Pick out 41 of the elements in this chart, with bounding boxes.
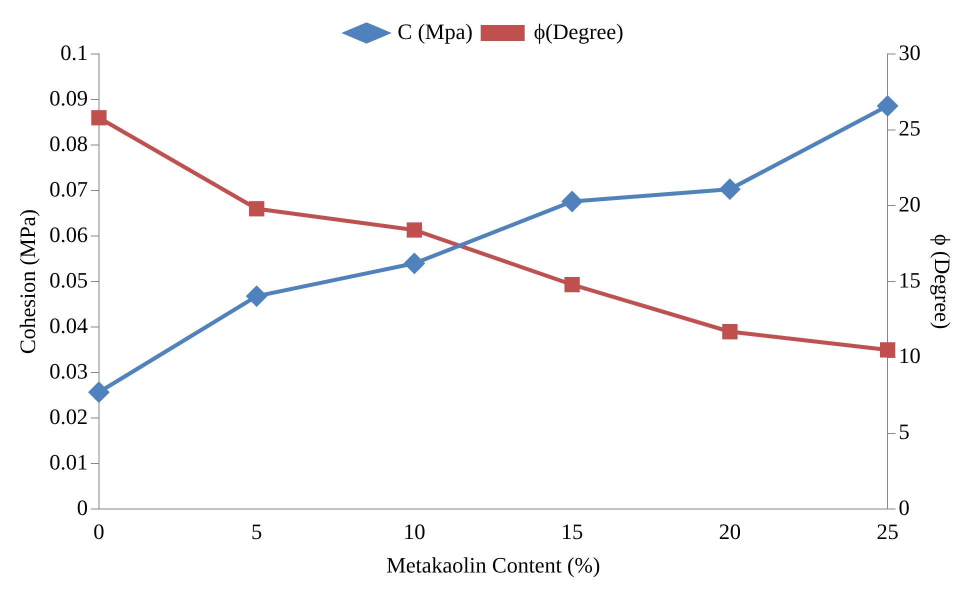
point bbox=[406, 222, 422, 238]
point bbox=[88, 382, 109, 402]
y-tick-label: 0.03 bbox=[49, 358, 88, 384]
y-tick-label: 0.1 bbox=[60, 40, 88, 65]
y-tick-label: 0.01 bbox=[49, 449, 88, 474]
point bbox=[564, 276, 580, 292]
y2-tick-label: 15 bbox=[898, 267, 921, 292]
point bbox=[880, 342, 896, 358]
x-tick-label: 15 bbox=[561, 519, 584, 544]
y2-axis-title: ϕ (Degree) bbox=[930, 234, 956, 330]
point bbox=[246, 286, 267, 306]
y-tick-label: 0.05 bbox=[49, 267, 88, 292]
point bbox=[878, 96, 898, 116]
point bbox=[248, 201, 264, 216]
y-tick-label: 0.07 bbox=[49, 176, 88, 202]
y2-tick-label: 30 bbox=[898, 40, 921, 65]
y-tick-label: 0 bbox=[76, 494, 88, 520]
x-tick-label: 5 bbox=[251, 519, 262, 544]
y-tick-label: 0.06 bbox=[49, 222, 88, 247]
x-axis-title: Metakaolin Content (%) bbox=[386, 552, 600, 578]
x-tick-label: 20 bbox=[718, 519, 741, 544]
x-tick-label: 25 bbox=[876, 519, 899, 544]
y-tick-label: 0.08 bbox=[49, 130, 88, 156]
y2-tick-label: 20 bbox=[898, 192, 921, 217]
y2-tick-label: 10 bbox=[898, 343, 921, 368]
y-axis-title: Cohesion (MPa) bbox=[14, 209, 40, 354]
legend-label: ϕ(Degree) bbox=[534, 18, 624, 44]
legend-label: C (Mpa) bbox=[398, 18, 473, 44]
y2-tick-label: 5 bbox=[898, 419, 910, 444]
x-tick-label: 0 bbox=[93, 519, 104, 544]
x-tick-label: 10 bbox=[403, 519, 426, 544]
y2-tick-label: 25 bbox=[898, 116, 921, 141]
y-tick-label: 0.02 bbox=[49, 404, 88, 429]
point bbox=[91, 110, 107, 126]
point bbox=[720, 179, 740, 200]
point bbox=[562, 191, 582, 212]
point bbox=[722, 324, 738, 340]
y-tick-label: 0.04 bbox=[49, 312, 88, 338]
y2-tick-label: 0 bbox=[898, 494, 910, 520]
point bbox=[404, 253, 424, 274]
y-tick-label: 0.09 bbox=[49, 85, 88, 110]
